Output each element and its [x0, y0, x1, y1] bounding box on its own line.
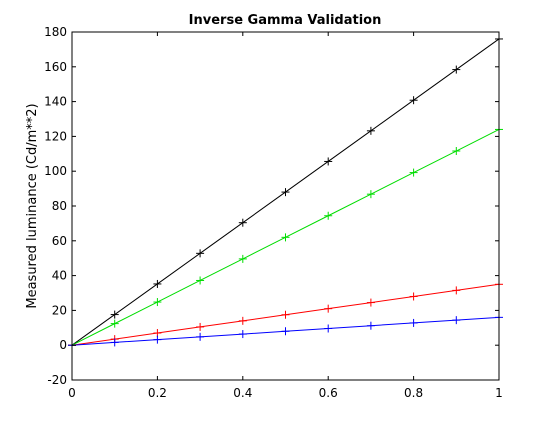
data-point-marker	[366, 321, 375, 330]
data-point-marker	[366, 190, 375, 199]
y-tick-label: 60	[52, 234, 67, 248]
y-tick-label: -20	[47, 373, 67, 387]
chart-title: Inverse Gamma Validation	[189, 13, 382, 28]
data-point-marker	[196, 276, 205, 285]
data-point-marker	[409, 168, 418, 177]
data-point-marker	[366, 126, 375, 135]
x-tick-label: 0.6	[319, 386, 338, 400]
data-point-marker	[281, 233, 290, 242]
data-point-marker	[153, 279, 162, 288]
data-point-marker	[366, 298, 375, 307]
data-point-marker	[324, 324, 333, 333]
data-point-marker	[110, 319, 119, 328]
y-tick-label: 120	[44, 129, 67, 143]
x-tick-label: 1	[495, 386, 503, 400]
y-tick-label: 160	[44, 60, 67, 74]
y-tick-label: 0	[59, 338, 67, 352]
data-point-marker	[281, 327, 290, 336]
data-point-marker	[409, 292, 418, 301]
data-point-marker	[324, 157, 333, 166]
data-point-marker	[238, 254, 247, 263]
data-point-marker	[452, 147, 461, 156]
x-tick-label: 0.4	[233, 386, 252, 400]
data-point-marker	[324, 304, 333, 313]
data-point-marker	[281, 188, 290, 197]
data-point-marker	[452, 65, 461, 74]
data-point-marker	[238, 316, 247, 325]
series-layer	[68, 34, 503, 350]
data-point-marker	[153, 298, 162, 307]
data-point-marker	[196, 249, 205, 258]
data-point-marker	[281, 310, 290, 319]
y-tick-label: 20	[52, 303, 67, 317]
x-tick-label: 0	[68, 386, 76, 400]
data-point-marker	[409, 96, 418, 105]
y-tick-label: 100	[44, 164, 67, 178]
y-tick-label: 40	[52, 269, 67, 283]
data-point-marker	[196, 332, 205, 341]
y-tick-label: 180	[44, 25, 67, 39]
y-axis: -20 0 20 40 60 80 100 120 140 160 180	[44, 25, 499, 387]
data-point-marker	[452, 316, 461, 325]
data-point-marker	[238, 218, 247, 227]
data-point-marker	[409, 318, 418, 327]
data-point-marker	[324, 211, 333, 220]
y-tick-label: 140	[44, 95, 67, 109]
x-axis: 0 0.2 0.4 0.6 0.8 1	[68, 32, 503, 400]
data-point-marker	[153, 335, 162, 344]
data-point-marker	[110, 338, 119, 347]
data-point-marker	[196, 322, 205, 331]
y-axis-label: Measured luminance (Cd/m**2)	[25, 103, 40, 308]
data-point-marker	[452, 286, 461, 295]
y-tick-label: 80	[52, 199, 67, 213]
data-point-marker	[110, 310, 119, 319]
data-point-marker	[238, 330, 247, 339]
x-tick-label: 0.8	[404, 386, 423, 400]
x-tick-label: 0.2	[148, 386, 167, 400]
